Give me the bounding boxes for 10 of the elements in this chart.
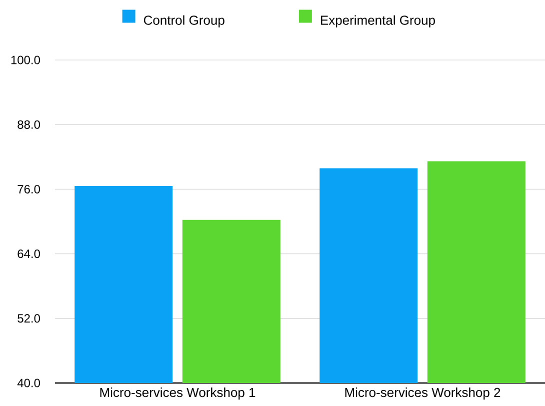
y-tick-label: 76.0	[18, 184, 40, 194]
y-tick-label: 88.0	[18, 120, 40, 129]
legend-label: Control Group	[144, 15, 224, 28]
y-tick-label: 64.0	[18, 250, 40, 258]
x-tick-label: Micro-services Workshop 1	[100, 388, 256, 400]
y-tick-label: 52.0	[18, 314, 40, 323]
y-tick-label: 40.0	[17, 378, 40, 388]
legend-label: Experimental Group	[320, 15, 435, 28]
y-tick-label: 100.0	[11, 56, 40, 64]
x-tick-label: Micro-services Workshop 2	[345, 388, 500, 400]
